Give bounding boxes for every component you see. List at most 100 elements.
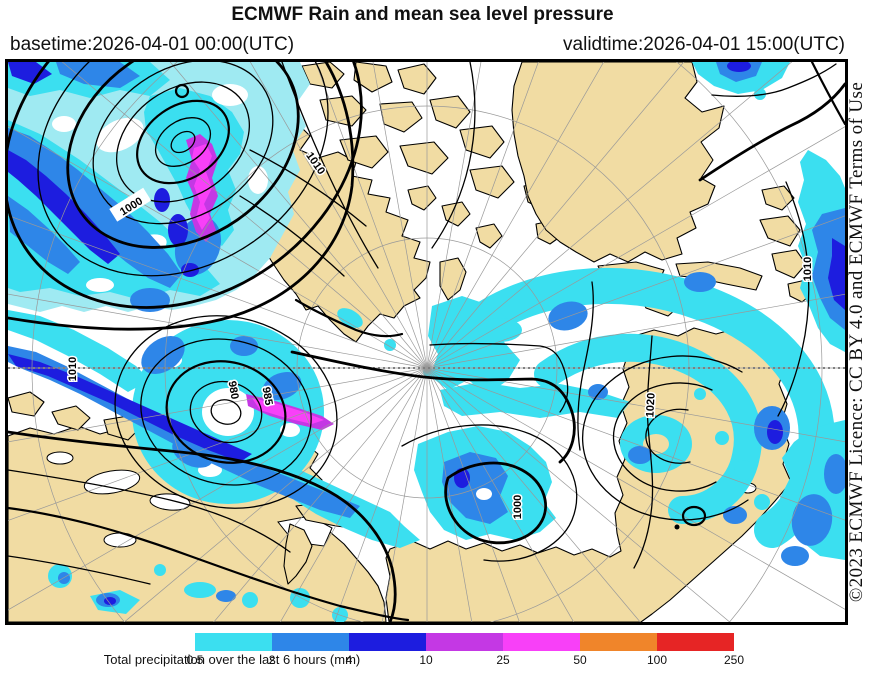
land-southeast-mass [385,327,792,622]
isobar-contour-layer-shape [577,281,594,451]
precipitation-layer-shape [478,318,522,342]
isobar-contour-layer-shape [8,62,355,331]
precipitation-layer-shape [56,62,140,88]
legend-tick: 25 [496,653,510,667]
precipitation-layer-shape [252,398,324,424]
page-title: ECMWF Rain and mean sea level pressure [231,4,614,25]
graticule-layer-shape [426,367,845,443]
precipitation-layer-shape [8,354,252,462]
legend-bin [349,633,426,651]
land-layer-shape [429,95,471,129]
graticule-layer-shape [372,62,428,369]
isobar-contour-layer-shape [674,524,680,530]
map-frame: 1000 1010 1010 980 985 1000 1010 1020 [5,59,848,625]
isobar-labels-shape [109,187,152,222]
legend-tick: 10 [419,653,433,667]
isobar-contour-layer-shape-shape [136,99,230,185]
isobar-contour-layer-shape [401,424,578,562]
land-layer-shape [771,249,807,279]
land-layer-shape [469,165,515,199]
legend-bin [272,633,349,651]
land-layer-shape [759,215,801,247]
isobar-contour-layer-shape [444,461,547,545]
graticule-layer-shape [296,237,558,499]
graticule-layer-shape [279,367,428,622]
precipitation-layer-shape [86,278,114,292]
isobar-contour-layer-shape-shape [8,62,363,309]
legend-tick: 2 [268,653,276,667]
graticule-layer-shape [8,367,428,611]
isobar-contour-layer-shape [698,82,845,182]
legend-bin [426,633,503,651]
isobar-contour-layer-shape [8,555,151,585]
isobar-contour-layer-shape [711,63,837,97]
isobar-contour-layer-shape-shape [210,399,242,425]
graticule-layer-shape [426,293,845,369]
precipitation-layer-shape [628,446,652,464]
graticule-layer-shape [8,293,428,369]
isobar-contour-layer-shape [281,62,379,269]
weather-map-shape: 1000 1010 1010 980 985 1000 1010 1020 [8,62,845,622]
precipitation-layer-shape [8,310,150,392]
isobar-contour-layer-shape [174,83,190,99]
isobar-contour-layer-shape [431,62,476,249]
land-layer-shape [353,62,393,93]
land-layer-shape [51,405,91,431]
isobar-contour-layer-shape-shape [170,130,196,154]
isobar-contour-layer-shape-shape [114,315,338,509]
precipitation-layer-shape [694,388,706,400]
precipitation-layer-shape [723,506,747,524]
basetime-label: basetime:2026-04-01 00:00(UTC) [10,34,295,55]
isobar-contour-layer-shape [612,382,717,492]
land-layer-shape [8,391,45,417]
precipitation-layer-shape [791,494,833,546]
precipitation-layer-shape [337,308,363,328]
legend-tick: 0.5 [186,653,204,667]
land-layer-shape [675,261,763,291]
precipitation-layer-shape [52,116,76,132]
land-layer-shape [407,185,437,211]
isobar-contour-layer-shape [294,298,404,338]
precipitation-layer [8,62,845,622]
graticule-layer-shape [169,62,428,369]
graticule-layer-shape [8,367,428,521]
isobar-contour-layer-shape [681,505,707,527]
land-northeast-mass [511,62,725,263]
graticule-layer-shape [426,215,845,369]
isobar-label: 980 [226,380,241,400]
precipitation-layer-shape [141,335,185,375]
isobar-label: 1020 [644,393,657,418]
graticule-layer-shape [426,62,793,369]
precipitation-layer-shape [8,196,80,274]
isobar-contour-layer-shape [239,195,345,277]
graticule-layer-shape [426,367,473,622]
precipitation-layer-shape [262,371,302,401]
precipitation-layer-shape [58,572,70,584]
graticule-layer-shape [8,125,428,369]
precipitation-layer-shape [154,188,170,212]
precipitation-layer-shape [767,420,783,444]
legend-bin [657,633,734,651]
graticule-layer-shape [8,215,428,369]
graticule-layer-shape [426,62,539,369]
graticule-layer-shape [8,367,428,443]
precipitation-layer-shape [154,564,166,576]
legend-bin [503,633,580,651]
graticule-layer-shape [213,367,428,622]
land-layer-shape [397,63,437,95]
isobar-contour-layer-shape [8,62,363,309]
isobar-labels-shape-shape [109,187,152,222]
isobar-contour-layer-shape-shape [37,62,329,277]
time-row: basetime:2026-04-01 00:00(UTC) validtime… [0,34,870,56]
graticule-layer [8,62,845,622]
precipitation-layer-shape [754,494,770,510]
graticule-layer-shape [426,367,845,610]
legend-tick: 100 [646,653,668,667]
legend-bin [580,633,657,651]
precipitation-layer-shape [8,62,52,84]
isobar-contour-layer-shape [429,342,569,413]
precipitation-layer-shape [734,460,754,480]
land-layer-shape [319,95,367,127]
precipitation-legend: 0.5 2 4 10 25 50 100 250 [187,633,744,673]
isobar-contour-layer-shape [645,408,691,464]
